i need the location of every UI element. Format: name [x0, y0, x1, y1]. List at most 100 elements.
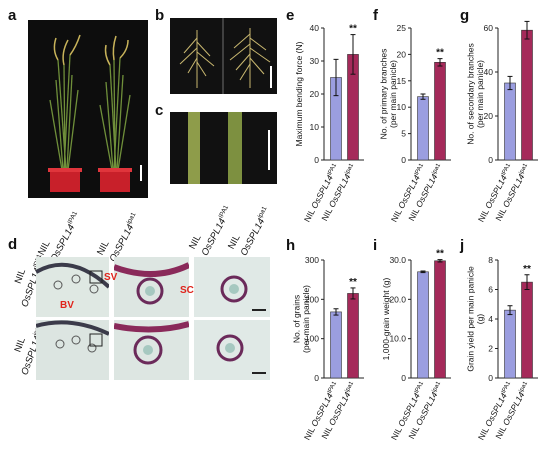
y-tick-label: 10: [397, 102, 407, 112]
annotation-bv: BV: [60, 300, 74, 311]
micro-d-r1-c3: [194, 257, 270, 317]
y-axis-label: 1,000-grain weight (g): [381, 277, 391, 360]
y-tick-label: 0: [488, 155, 493, 165]
chart-h: 0 100 200 300 No. of grains(per main panicle…: [291, 255, 364, 442]
y-tick-label: 0: [314, 155, 319, 165]
category-sup: IPA1: [501, 162, 513, 176]
panel-letter-c: c: [155, 102, 164, 119]
panel-letter-a: a: [8, 7, 17, 24]
y-tick-label: 100: [305, 334, 319, 344]
y-label-line2: (per main panicle): [388, 60, 398, 128]
bar-wt: [521, 29, 533, 161]
y-tick-label: 0: [401, 373, 406, 383]
y-tick-label: 20: [310, 89, 320, 99]
panel-letter-h: h: [286, 237, 296, 254]
y-axis-label: No. of primary branches(per main panicle…: [378, 49, 397, 140]
category-sup: ipa1: [431, 380, 442, 393]
plant-photo: [28, 20, 148, 198]
y-tick-label: 20: [484, 111, 494, 121]
y-tick-label: 40: [484, 67, 494, 77]
y-axis-label: No. of secondary branches(per main panic…: [465, 43, 484, 145]
category-sup: ipa1: [431, 162, 442, 175]
micro-d-r2-c1: [36, 320, 109, 380]
bar-ipa1: [417, 96, 429, 161]
panel-letter-i: i: [373, 237, 378, 254]
significance-marker: **: [436, 249, 444, 260]
y-axis-label: Maximum bending force (N): [294, 41, 304, 146]
y-tick-label: 25: [397, 23, 407, 33]
culm-photo: [170, 112, 277, 184]
panicle-photo: [170, 18, 277, 94]
y-label-line2: (per main panicle): [475, 60, 485, 128]
bar-ipa1: [504, 309, 516, 379]
y-axis-label: No. of grains(per main panicle): [291, 285, 310, 353]
label-a-wt: NIL OsSPL14ipa1: [95, 211, 138, 264]
y-tick-label: 10: [310, 122, 320, 132]
y-tick-label: 0: [401, 155, 406, 165]
annotation-sv: SV: [104, 272, 118, 283]
y-tick-label: 8: [488, 255, 493, 265]
panel-letter-j: j: [460, 237, 465, 254]
y-tick-label: 20: [397, 49, 407, 59]
panel-letter-d: d: [8, 236, 18, 253]
category-sup: IPA1: [327, 380, 339, 394]
significance-marker: **: [349, 24, 357, 35]
micro-d-r2-c2: [114, 320, 189, 380]
category-sup: IPA1: [501, 380, 513, 394]
y-tick-label: 60: [484, 23, 494, 33]
category-sup: IPA1: [414, 380, 426, 394]
y-label-line1: No. of primary branches: [378, 49, 388, 140]
category-sup: ipa1: [518, 380, 529, 393]
category-sup: ipa1: [344, 162, 355, 175]
label-c-ipa1: NIL OsSPL14IPA1: [187, 204, 231, 258]
y-label-line1: No. of secondary branches: [465, 43, 475, 145]
bar-ipa1: [417, 271, 429, 379]
y-tick-label: 5: [401, 129, 406, 139]
chart-i: 010.020.030.01,000-grain weight (g)NIL O…: [381, 249, 451, 442]
y-label-line2: (g): [475, 314, 485, 325]
bar-ipa1: [504, 82, 516, 161]
y-label-line1: No. of grains: [291, 295, 301, 343]
y-tick-label: 0: [314, 373, 319, 383]
micro-d-r1-c1: [36, 257, 109, 317]
bar-ipa1: [330, 311, 342, 379]
y-tick-label: 6: [488, 285, 493, 295]
y-label-line1: Grain yield per main panicle: [465, 266, 475, 372]
panel-letter-e: e: [286, 7, 295, 24]
y-tick-label: 4: [488, 314, 493, 324]
micro-d-r1-c2: [114, 257, 189, 317]
y-tick-label: 20.0: [389, 294, 406, 304]
bar-wt: [521, 281, 533, 379]
y-tick-label: 40: [310, 23, 320, 33]
bar-wt: [434, 62, 446, 161]
y-axis-label: Grain yield per main panicle(g): [465, 266, 484, 372]
bar-wt: [347, 293, 359, 379]
y-tick-label: 15: [397, 76, 407, 86]
y-tick-label: 30: [310, 56, 320, 66]
category-sup: IPA1: [327, 162, 339, 176]
chart-f: 0 5 10 15 20 25 No. of primary branches(per ma…: [378, 23, 451, 224]
category-sup: ipa1: [344, 380, 355, 393]
y-label-line2: (per main panicle): [301, 285, 311, 353]
annotation-sc: SC: [180, 285, 194, 296]
significance-marker: **: [349, 277, 357, 288]
y-tick-label: 0: [488, 373, 493, 383]
significance-marker: **: [436, 48, 444, 59]
category-sup: ipa1: [518, 162, 529, 175]
y-tick-label: 2: [488, 344, 493, 354]
significance-marker: **: [523, 18, 531, 21]
micro-d-r2-c3: [194, 320, 270, 380]
y-tick-label: 10.0: [389, 334, 406, 344]
y-tick-label: 30.0: [389, 255, 406, 265]
rice-plants-illustration: [48, 34, 142, 192]
significance-marker: **: [523, 264, 531, 275]
panel-letter-b: b: [155, 7, 165, 24]
category-sup: IPA1: [414, 162, 426, 176]
bar-wt: [434, 260, 446, 379]
y-tick-label: 200: [305, 294, 319, 304]
panel-letter-f: f: [373, 7, 378, 24]
panel-letter-g: g: [460, 7, 470, 24]
